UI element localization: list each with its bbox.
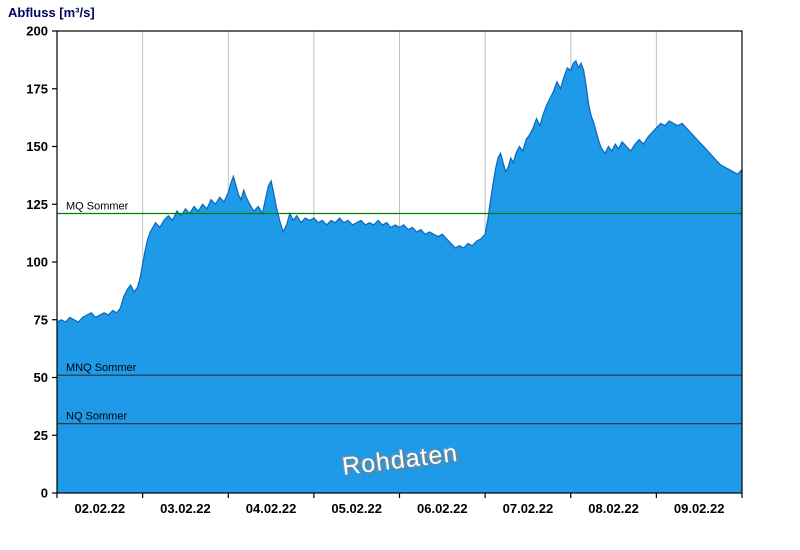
- x-tick-label: 02.02.22: [75, 501, 126, 516]
- y-tick-label: 125: [26, 197, 48, 212]
- x-tick-label: 04.02.22: [246, 501, 297, 516]
- chart-title: Abfluss [m³/s]: [8, 5, 95, 20]
- discharge-line: [56, 59, 743, 323]
- y-tick-label: 150: [26, 139, 48, 154]
- x-tick-label: 08.02.22: [588, 501, 639, 516]
- y-tick-label: 0: [41, 486, 48, 501]
- y-tick-label: 25: [34, 428, 48, 443]
- y-tick-label: 50: [34, 370, 48, 385]
- x-tick-label: 05.02.22: [331, 501, 382, 516]
- reference-label: MNQ Sommer: [66, 362, 137, 374]
- reference-label: NQ Sommer: [66, 411, 127, 423]
- x-tick-label: 07.02.22: [503, 501, 554, 516]
- x-tick-label: 03.02.22: [160, 501, 211, 516]
- y-tick-label: 75: [34, 312, 48, 327]
- y-tick-label: 200: [26, 24, 48, 39]
- y-tick-label: 100: [26, 255, 48, 270]
- y-tick-label: 175: [26, 81, 48, 96]
- reference-label: MQ Sommer: [66, 200, 129, 212]
- discharge-area: [57, 61, 742, 493]
- x-tick-label: 06.02.22: [417, 501, 468, 516]
- x-tick-label: 09.02.22: [674, 501, 725, 516]
